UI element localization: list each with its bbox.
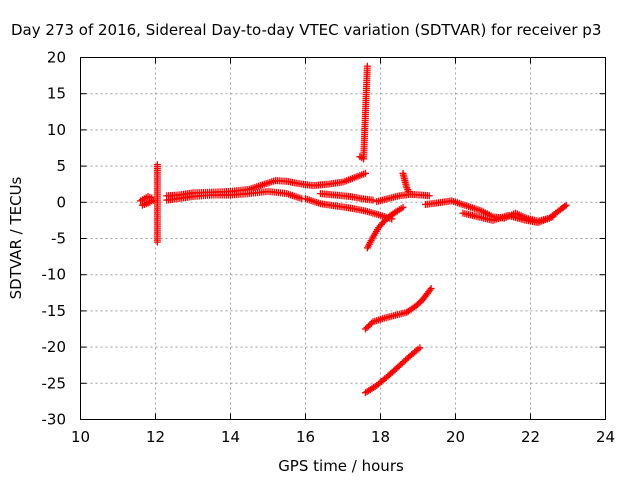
x-axis-label: GPS time / hours: [278, 457, 404, 475]
data-point: [153, 238, 161, 246]
data-point: [561, 202, 569, 210]
y-tick-label: -10: [42, 266, 67, 284]
data-point: [363, 62, 371, 70]
series-descending-track-b: [362, 344, 424, 397]
series-arc-16h-18h: [302, 195, 396, 223]
y-tick-label: 0: [56, 193, 66, 211]
data-point: [362, 169, 369, 177]
series-isolated-12h: [153, 161, 161, 246]
y-tick-label: -30: [42, 411, 67, 429]
x-tick-label: 10: [71, 428, 90, 446]
y-tick-label: 5: [56, 157, 66, 175]
series-isolated-17.5h: [356, 62, 371, 163]
data-point: [562, 201, 570, 209]
series-descending-track-a: [362, 284, 435, 333]
chart-title: Day 273 of 2016, Sidereal Day-to-day VTE…: [11, 21, 601, 39]
x-tick-label: 14: [221, 428, 240, 446]
series-arc-18h-19h: [373, 190, 433, 206]
data-point: [416, 344, 424, 352]
y-tick-label: 10: [47, 121, 66, 139]
y-tick-label: -15: [42, 302, 67, 320]
y-tick-label: 15: [47, 85, 66, 103]
series-flat-16h-18h: [317, 190, 377, 204]
x-tick-label: 12: [146, 428, 165, 446]
data-point: [425, 192, 433, 200]
y-tick-label: -25: [42, 374, 67, 392]
series-lower-arc-12h-16h: [163, 187, 306, 204]
y-tick-label: -20: [42, 338, 67, 356]
series-lower-branch-20h-22h: [459, 209, 557, 227]
y-axis-ticks: -30 -25 -20 -15 -10 -5 0 5 10 15 20: [42, 49, 606, 429]
x-tick-label: 16: [296, 428, 315, 446]
data-point: [369, 196, 377, 204]
y-axis-label: SDTVAR / TECUs: [7, 176, 25, 299]
series-spike-18.6h: [399, 169, 413, 195]
series-rising-dip: [363, 203, 407, 252]
x-tick-label: 20: [446, 428, 465, 446]
series-early-arc: [137, 193, 158, 209]
x-tick-label: 22: [521, 428, 540, 446]
x-tick-label: 18: [371, 428, 390, 446]
y-tick-label: 20: [47, 49, 66, 67]
data-point: [405, 187, 413, 195]
grid: [80, 57, 606, 420]
x-tick-label: 24: [596, 428, 615, 446]
data-point: [549, 213, 557, 221]
data-points: [137, 62, 570, 397]
x-axis-ticks: 10 12 14 16 18 20 22 24: [71, 57, 615, 446]
data-point: [399, 203, 407, 211]
data-point: [146, 198, 154, 206]
data-point: [427, 284, 435, 292]
y-tick-label: -5: [51, 230, 66, 248]
